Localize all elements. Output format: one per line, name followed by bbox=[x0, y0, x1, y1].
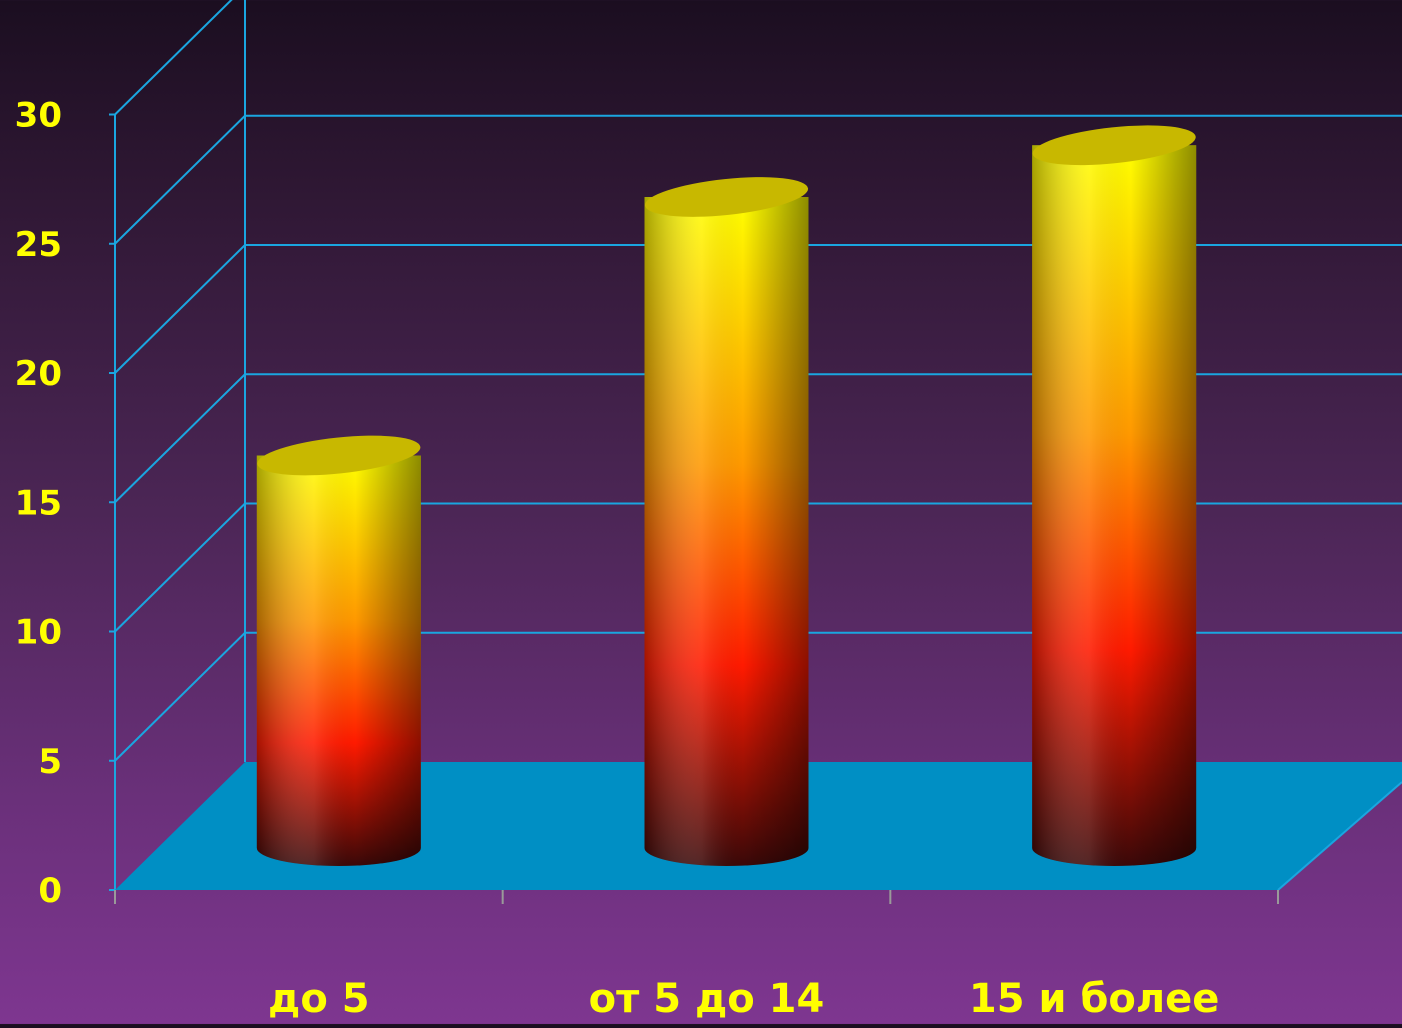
y-tick-label: 5 bbox=[38, 742, 62, 782]
x-category-label: от 5 до 14 bbox=[589, 976, 825, 1022]
y-tick-label: 20 bbox=[15, 354, 62, 394]
y-axis-ticks: 0 5 10 15 20 25 30 bbox=[15, 96, 62, 912]
gridline-diagonal bbox=[114, 244, 246, 374]
bar-cylinder bbox=[644, 177, 809, 866]
gridline-diagonal bbox=[114, 373, 246, 503]
bar-shade bbox=[644, 196, 809, 866]
floor-edge bbox=[1277, 781, 1402, 891]
gridline-diagonal bbox=[114, 502, 246, 633]
bar-cylinder bbox=[1032, 125, 1197, 866]
y-tick-label: 15 bbox=[15, 483, 62, 523]
bar-cap bbox=[644, 177, 809, 217]
x-category-label: 15 и более bbox=[969, 976, 1220, 1022]
bar-shade bbox=[1032, 145, 1197, 866]
y-tick-label: 30 bbox=[15, 96, 62, 136]
gridline-diagonal bbox=[114, 0, 233, 116]
bar-cylinder bbox=[256, 435, 421, 866]
bar-cap bbox=[1032, 125, 1196, 166]
gridline-diagonal bbox=[114, 632, 246, 762]
gridline-diagonal bbox=[114, 115, 246, 245]
y-tick-label: 0 bbox=[38, 871, 62, 911]
bar-cap bbox=[257, 435, 421, 476]
y-tick-label: 10 bbox=[15, 613, 62, 653]
y-tick-label: 25 bbox=[15, 225, 62, 265]
bars bbox=[256, 125, 1197, 866]
bar-shade bbox=[256, 455, 421, 866]
x-category-label: до 5 bbox=[268, 976, 370, 1022]
x-axis-labels: до 5 от 5 до 14 15 и более bbox=[268, 976, 1219, 1022]
